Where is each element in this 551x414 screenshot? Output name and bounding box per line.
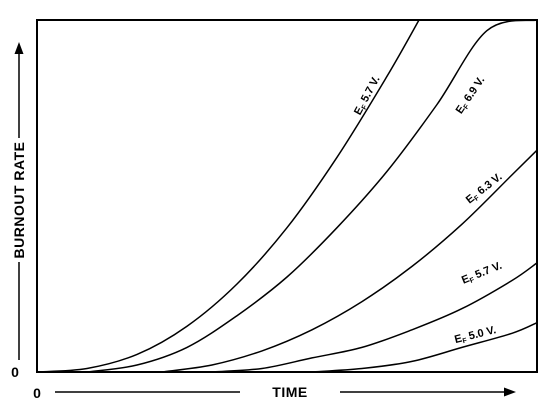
series-label-main: E [460, 273, 471, 287]
series-label-value: 5.7 V. [474, 260, 504, 282]
series-label-subscript: F [463, 103, 472, 111]
series-label-subscript: F [462, 337, 469, 345]
series-label-value: 6.3 V. [475, 171, 504, 198]
series-label-value: 6.9 V. [462, 74, 487, 104]
series-label-subscript: F [469, 277, 476, 285]
series-label-subscript: F [361, 103, 370, 111]
x-axis-arrowhead [504, 387, 516, 397]
y-axis-label: BURNOUT RATE [11, 142, 27, 259]
series-label-1: EF5.7 V. [352, 74, 383, 118]
series-line-4 [211, 262, 538, 373]
x-axis-label: TIME [272, 384, 307, 400]
curves: EF5.7 V.EF6.9 V.EF6.3 V.EF5.7 V.EF5.0 V. [36, 19, 538, 373]
series-label-value: 5.0 V. [467, 324, 497, 342]
series-label-4: EF5.7 V. [460, 260, 504, 288]
x-origin-label: 0 [33, 385, 41, 401]
y-origin-label: 0 [11, 364, 19, 380]
plot-frame [36, 19, 538, 373]
series-line-1 [36, 19, 420, 373]
series-label-subscript: F [473, 194, 481, 203]
series-line-3 [161, 149, 538, 373]
series-line-5 [311, 322, 538, 373]
y-axis-arrowhead [14, 42, 24, 54]
series-line-2 [86, 19, 538, 373]
series-label-2: EF6.9 V. [454, 74, 488, 116]
series-label-main: E [453, 333, 463, 346]
